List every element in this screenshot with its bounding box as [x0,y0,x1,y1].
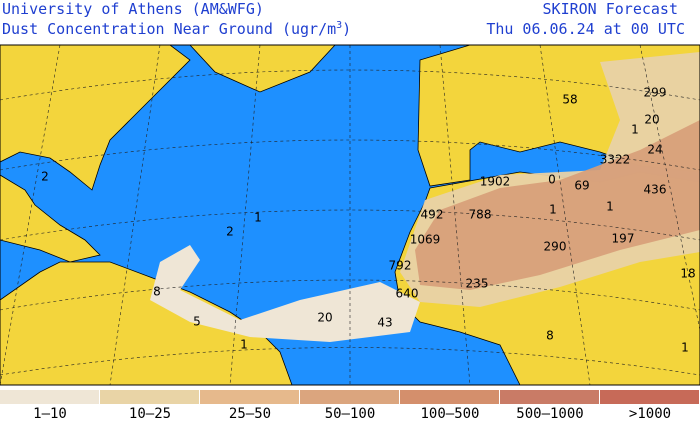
map-label: 43 [377,316,392,330]
map-label: 5 [193,315,201,329]
map-label: 20 [644,113,659,127]
product: Dust Concentration Near Ground (ugr/m [2,20,337,38]
map-label: 69 [574,179,589,193]
map-label: 8 [153,285,161,299]
graticule [0,44,700,386]
map-label: 24 [647,143,662,157]
legend-label: >1000 [629,406,671,421]
map-label: 2 [41,170,49,184]
map-label: 640 [396,287,419,301]
map-label: 1 [549,203,557,217]
product-end: ) [342,20,352,38]
dust-plume-atlantic [150,245,420,342]
map-label: 197 [612,232,635,246]
north-america [0,44,191,191]
map-label: 3322 [600,153,631,167]
valid-time: Thu 06.06.24 at 00 UTC [486,20,685,38]
map-frame [0,44,700,386]
legend-swatch [600,390,699,404]
map-label: 0 [548,173,556,187]
map-label: 436 [644,183,667,197]
map-label: 1 [681,341,689,355]
legend-label: 1–10 [33,406,67,421]
map-label: 792 [389,259,412,273]
map-label: 8 [546,329,554,343]
dust-core [415,120,700,290]
legend-swatch [200,390,299,404]
model: SKIRON Forecast [542,0,678,18]
legend-swatch [300,390,399,404]
legend-swatch [400,390,499,404]
legend-label: 50–100 [325,406,376,421]
map-label: 1902 [480,175,511,189]
legend-swatch [0,390,99,404]
map-label: 1 [240,338,248,352]
central-america [0,174,101,263]
map-label: 299 [644,86,667,100]
legend-label: 25–50 [229,406,271,421]
map-label: 290 [544,240,567,254]
product-title: Dust Concentration Near Ground (ugr/m3) [2,20,351,38]
south-america [0,261,293,386]
legend-label: 500–1000 [516,406,583,421]
legend-label: 100–500 [420,406,479,421]
map-label: 1 [606,200,614,214]
map-label: 1 [631,123,639,137]
map-label: 235 [466,277,489,291]
unit-exponent: 3 [336,20,343,31]
legend-swatch [500,390,599,404]
legend-swatch [100,390,199,404]
map-label: 1069 [410,233,441,247]
map-label: 2 [226,225,234,239]
map-label: 788 [469,208,492,222]
map-label: 18 [680,267,695,281]
map-label: 20 [317,311,332,325]
legend-label: 10–25 [129,406,171,421]
map-label: 58 [562,93,577,107]
institution: University of Athens (AM&WFG) [2,0,264,18]
map-label: 492 [421,208,444,222]
map-label: 1 [254,211,262,225]
